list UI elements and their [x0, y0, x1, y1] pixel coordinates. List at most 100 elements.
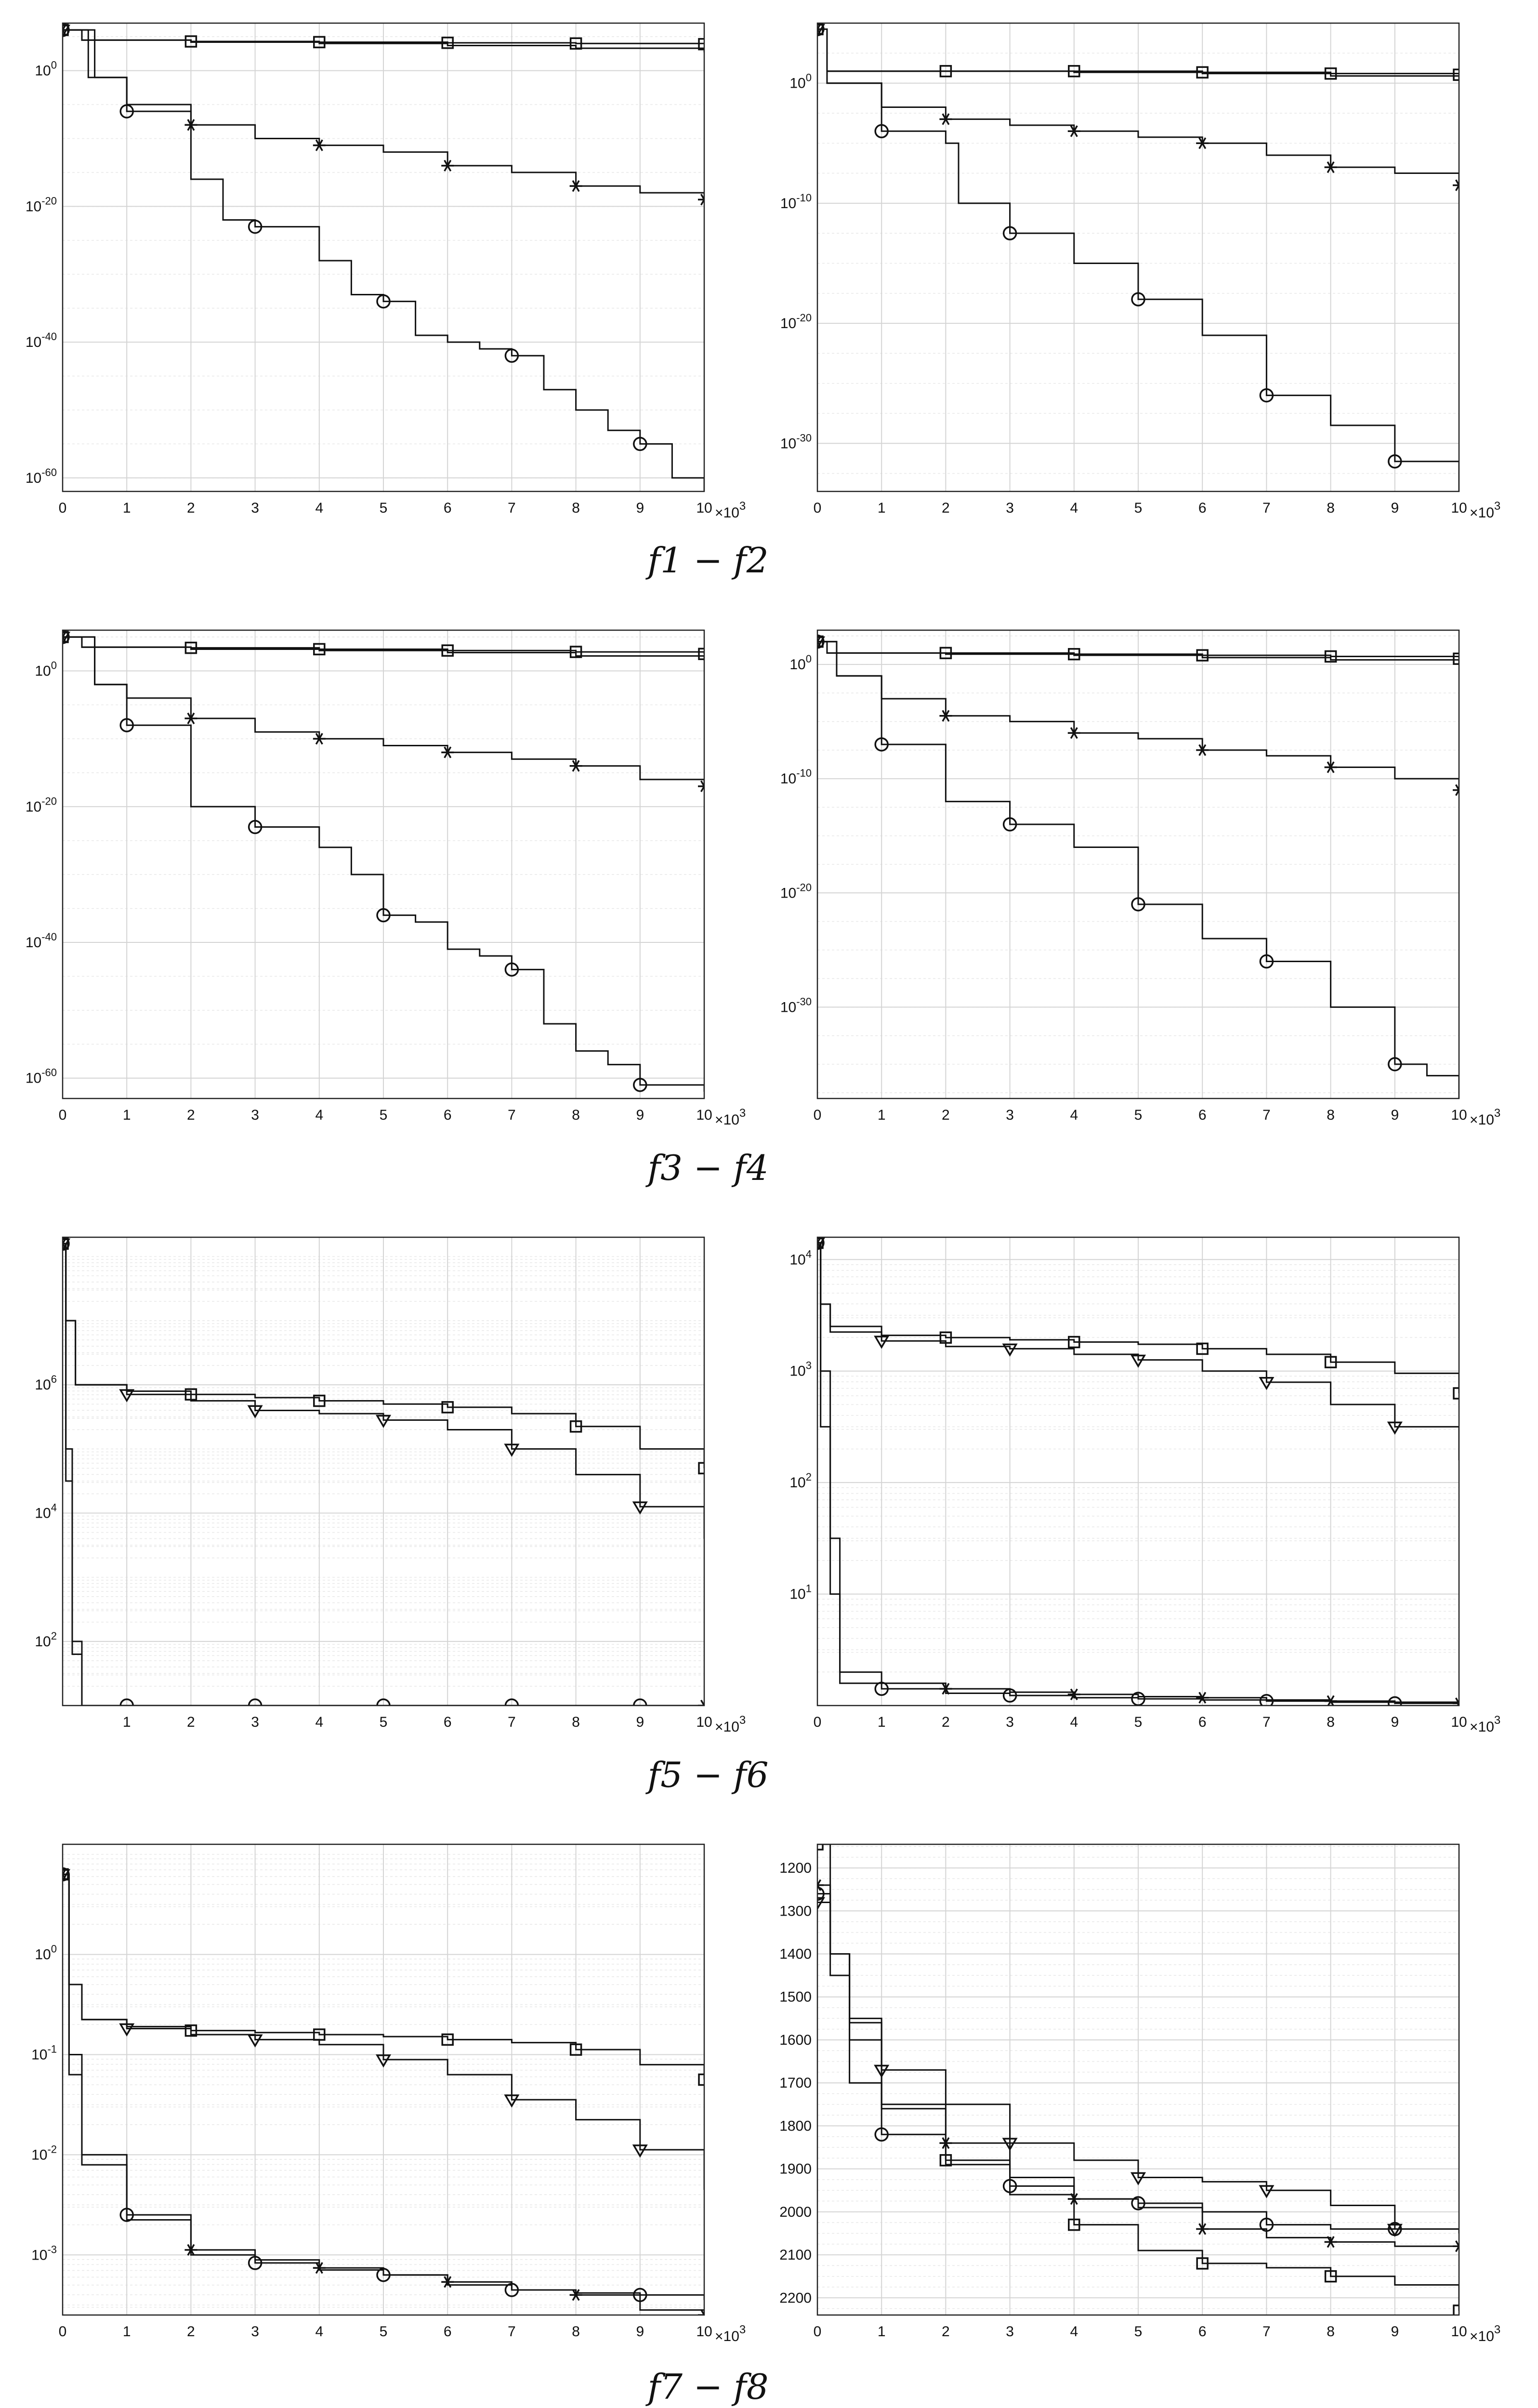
star-marker-9	[1324, 161, 1337, 173]
y-tick-label: 10-20	[780, 881, 812, 901]
x-tick-label: 0	[814, 1107, 822, 1123]
x-multiplier-label: ×103	[1470, 500, 1500, 521]
series-group	[817, 1237, 1459, 1706]
x-tick-label: 2	[187, 2324, 195, 2340]
x-tick-label: 0	[814, 1714, 822, 1730]
chart-panel-2: 100 10-10 10-20 10-30 0 1 2 3 4 5 6 7 8 9 10 ×103	[780, 22, 1500, 521]
grid-7	[62, 1844, 705, 2315]
y-tick-exponent: -20	[796, 312, 812, 324]
circle-marker-11	[1388, 2222, 1402, 2236]
y-tick-label: 10-10	[780, 192, 812, 212]
x-tick-label: 6	[1198, 1107, 1207, 1123]
triangle-marker-3	[119, 1389, 135, 1402]
triangle-marker-0	[817, 1897, 826, 1910]
square-marker-10	[1324, 2270, 1337, 2283]
x-tick-label: 9	[1391, 2324, 1399, 2340]
circle-marker-4	[248, 820, 263, 834]
x-tick-label: 4	[1070, 1107, 1078, 1123]
circle-marker-5	[1002, 2179, 1017, 2194]
y-tick-exponent: -40	[41, 331, 57, 343]
square-marker-6	[698, 38, 704, 51]
x-multiplier-exponent: 3	[1494, 1714, 1500, 1727]
circle-marker-4	[1002, 817, 1017, 832]
circle-marker-3	[874, 2127, 889, 2142]
x-tick-label: 1	[878, 1107, 886, 1123]
x-tick-label: 8	[1327, 1107, 1335, 1123]
square-marker-10	[569, 2043, 582, 2056]
y-tick-label: 101	[789, 1583, 812, 1602]
axes-frame-3	[62, 629, 705, 1099]
x-multiplier-label: ×103	[715, 1107, 746, 1128]
triangle-marker-0	[63, 25, 71, 38]
chart-panel-5: 102 104 106 1 2 3 4 5 6 7 8 9 10 ×103	[35, 1236, 746, 1735]
x-tick-label: 10	[1451, 1714, 1467, 1730]
square-marker-5	[1324, 650, 1337, 663]
circle-marker-0	[817, 23, 825, 37]
circle-marker-0	[817, 1237, 825, 1250]
series-circle-line	[63, 29, 704, 491]
star-marker-5	[313, 733, 326, 745]
y-tick-label: 2100	[779, 2247, 812, 2263]
x-tick-label: 4	[315, 1107, 323, 1123]
circle-marker-2	[119, 104, 134, 119]
square-marker-4	[184, 2024, 197, 2037]
y-tick-label: 102	[789, 1471, 812, 1491]
x-tick-label: 7	[508, 2324, 516, 2340]
circle-marker-10	[1259, 1694, 1274, 1706]
x-tick-label: 1	[878, 1714, 886, 1730]
triangle-marker-5	[247, 1405, 263, 1418]
y-tick-exponent: 0	[806, 72, 812, 84]
x-tick-label: 10	[696, 2324, 712, 2340]
series-triangle-line	[817, 1242, 1459, 1460]
y-tick-exponent: -1	[47, 2043, 57, 2055]
y-tick-exponent: -20	[41, 195, 57, 207]
circle-marker-11	[504, 962, 519, 977]
y-tick-label: 1300	[779, 1903, 812, 1919]
triangle-marker-9	[504, 2094, 520, 2108]
y-tick-exponent: -2	[47, 2143, 57, 2155]
y-tick-exponent: 2	[806, 1471, 812, 1483]
circle-marker-11	[1388, 454, 1402, 469]
star-marker-9	[1196, 1692, 1209, 1704]
x-tick-label: 9	[636, 2324, 644, 2340]
circle-marker-4	[119, 1698, 134, 1706]
square-marker-10	[1324, 1356, 1337, 1368]
x-tick-label: 7	[508, 1714, 516, 1730]
y-tick-exponent: -30	[796, 432, 812, 444]
circle-marker-0	[63, 1237, 70, 1251]
x-tick-label: 1	[123, 500, 131, 516]
triangle-marker-7	[375, 2054, 392, 2068]
series-triangle-line	[63, 1873, 704, 2190]
y-tick-label: 10-60	[26, 466, 57, 486]
circle-marker-9	[1259, 388, 1274, 403]
y-tick-label: 1900	[779, 2161, 812, 2177]
square-marker-12	[1453, 2304, 1459, 2315]
triangle-marker-11	[1387, 1421, 1403, 1435]
circle-marker-15	[633, 1078, 647, 1092]
square-marker-12	[698, 1462, 704, 1475]
series-circle-line	[63, 1873, 704, 2300]
axes-frame-2	[816, 22, 1460, 492]
x-tick-label: 3	[251, 2324, 259, 2340]
x-multiplier-label: ×103	[1470, 1107, 1500, 1128]
x-tick-label: 8	[1327, 500, 1335, 516]
x-multiplier-label: ×103	[715, 1714, 746, 1735]
x-tick-label: 10	[696, 1714, 712, 1730]
circle-marker-7	[376, 908, 391, 923]
star-marker-11	[698, 194, 704, 206]
y-tick-label: 100	[789, 653, 812, 673]
circle-marker-0	[63, 23, 70, 37]
star-marker-7	[441, 159, 454, 172]
x-tick-label: 6	[1198, 2324, 1207, 2340]
y-tick-label: 100	[35, 660, 57, 679]
x-multiplier-exponent: 3	[1494, 1107, 1500, 1120]
circle-marker-16	[633, 437, 647, 451]
y-tick-label: 100	[35, 1943, 57, 1963]
star-marker-11	[698, 780, 704, 793]
series-triangle-line	[63, 1243, 704, 1539]
grid-5	[62, 1237, 705, 1706]
y-tick-exponent: -60	[41, 466, 57, 478]
x-multiplier-exponent: 3	[739, 1107, 746, 1120]
y-tick-label: 10-60	[26, 1067, 57, 1086]
x-tick-label: 2	[942, 1107, 950, 1123]
